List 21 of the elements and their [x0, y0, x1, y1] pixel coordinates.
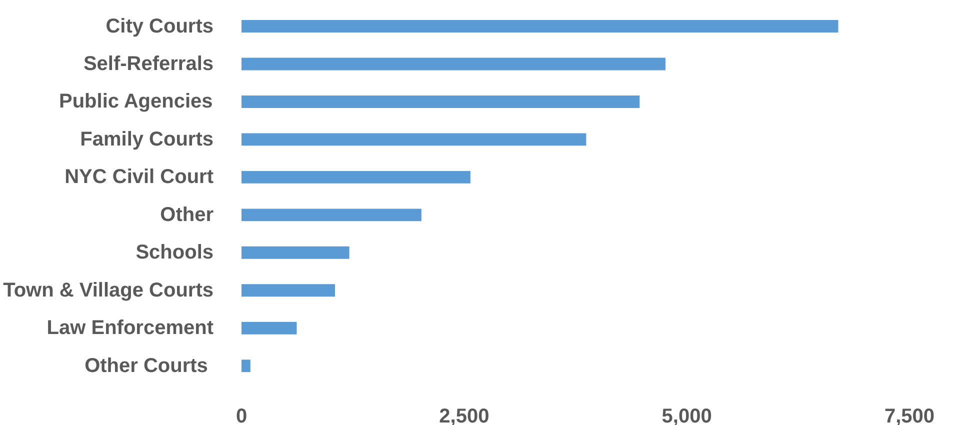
bar — [242, 284, 336, 297]
y-tick-label: Other Courts — [84, 354, 208, 377]
y-tick-label: NYC Civil Court — [64, 166, 214, 188]
y-tick-label: Family Courts — [80, 128, 214, 150]
bar — [242, 360, 250, 372]
bar — [242, 246, 350, 259]
bar — [242, 170, 470, 184]
y-tick-label: Self-Referrals — [83, 52, 214, 75]
y-tick-label: City Courts — [106, 15, 214, 38]
x-tick-label: 0 — [236, 406, 248, 425]
y-tick-label: Other — [160, 204, 214, 226]
bar — [242, 20, 838, 32]
y-tick-label: Town & Village Courts — [3, 279, 214, 302]
y-tick-label: Schools — [136, 242, 214, 264]
bar — [242, 208, 422, 222]
y-tick-label: Public Agencies — [59, 90, 213, 113]
bar — [242, 95, 640, 108]
bar — [242, 133, 586, 146]
bar — [242, 322, 297, 334]
y-tick-label: Law Enforcement — [46, 317, 214, 340]
bar — [242, 58, 666, 70]
